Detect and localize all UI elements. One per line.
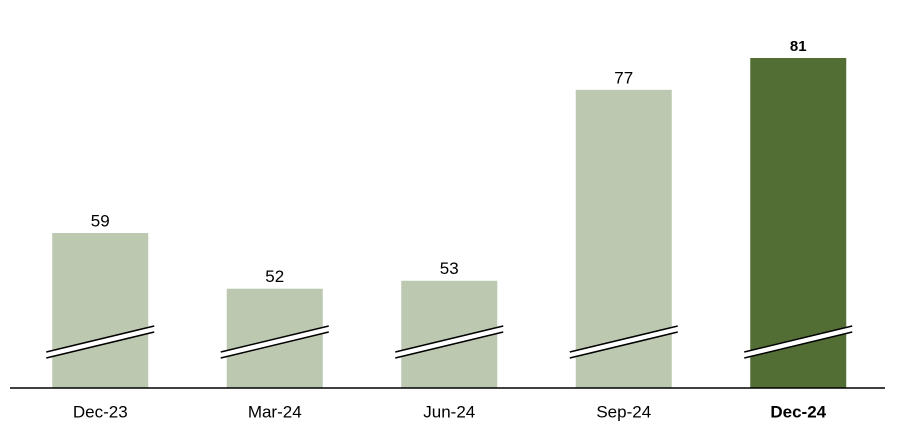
axis-break bbox=[395, 326, 504, 358]
value-label: 77 bbox=[614, 68, 633, 87]
axis-break-line bbox=[569, 331, 678, 359]
axis-break-line bbox=[744, 331, 853, 359]
axis-break-line bbox=[395, 331, 504, 359]
axis-break-line bbox=[46, 325, 155, 353]
axis-break bbox=[744, 326, 853, 358]
x-tick-label: Mar-24 bbox=[248, 402, 302, 421]
x-tick-label: Sep-24 bbox=[596, 402, 651, 421]
axis-break-line bbox=[220, 325, 329, 353]
axis-break-line bbox=[744, 325, 853, 353]
axis-break-line bbox=[46, 331, 155, 359]
x-tick-label: Dec-23 bbox=[73, 402, 128, 421]
axis-break-line bbox=[220, 331, 329, 359]
axis-break-line bbox=[395, 325, 504, 353]
x-tick-label: Dec-24 bbox=[770, 402, 826, 421]
axis-break bbox=[46, 326, 155, 358]
axis-break bbox=[569, 326, 678, 358]
axis-break-line bbox=[569, 325, 678, 353]
value-label: 53 bbox=[440, 259, 459, 278]
axis-break bbox=[220, 326, 329, 358]
value-label: 52 bbox=[265, 267, 284, 286]
x-tick-label: Jun-24 bbox=[423, 402, 475, 421]
bar bbox=[52, 233, 149, 388]
value-label: 59 bbox=[91, 212, 110, 231]
value-label: 81 bbox=[790, 38, 807, 55]
